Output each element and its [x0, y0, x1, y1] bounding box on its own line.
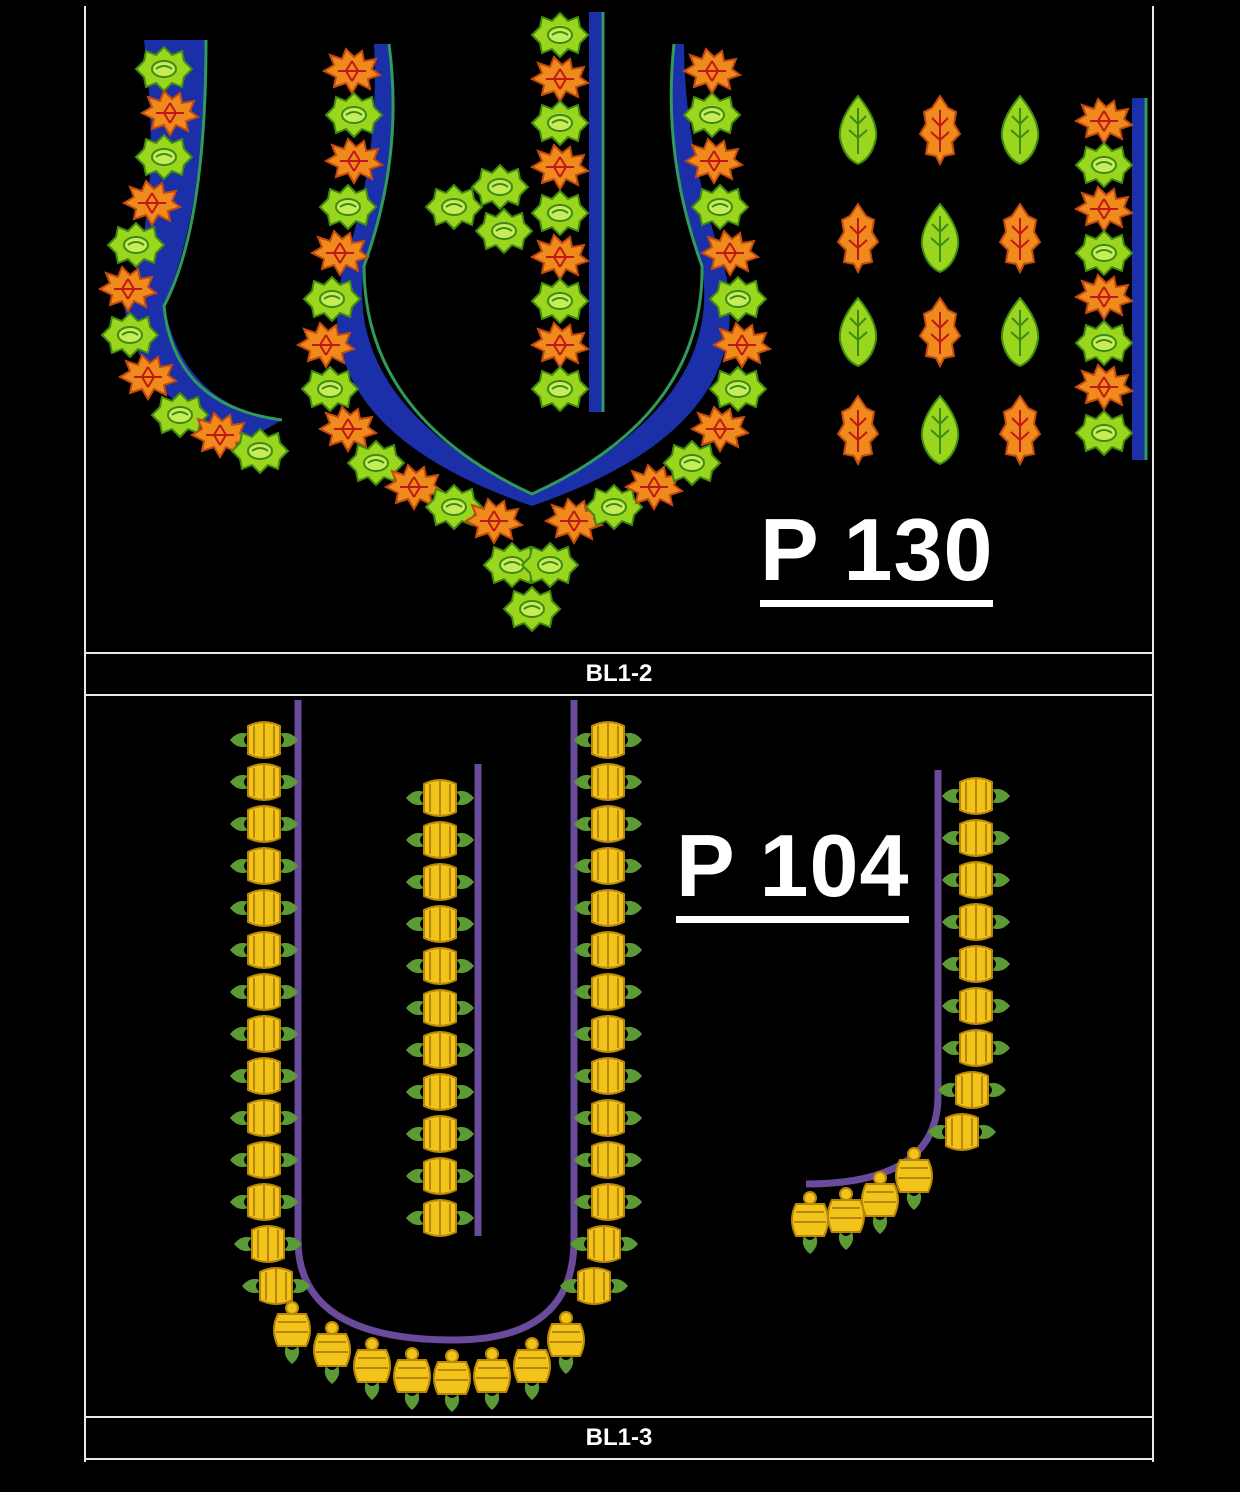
embroidery-pattern-p104: [229, 700, 1011, 1413]
design-code-p104: P 104: [676, 822, 910, 923]
embroidery-pattern-p130: [99, 12, 1148, 632]
design-caption-bl1-3: BL1-3: [84, 1416, 1154, 1460]
design-caption-bl1-2: BL1-2: [84, 652, 1154, 696]
page-frame: [84, 6, 1154, 1462]
design-panel-p104: P 104: [84, 700, 1154, 1416]
design-panel-p130: P 130: [84, 6, 1154, 652]
design-code-p130: P 130: [760, 506, 994, 607]
